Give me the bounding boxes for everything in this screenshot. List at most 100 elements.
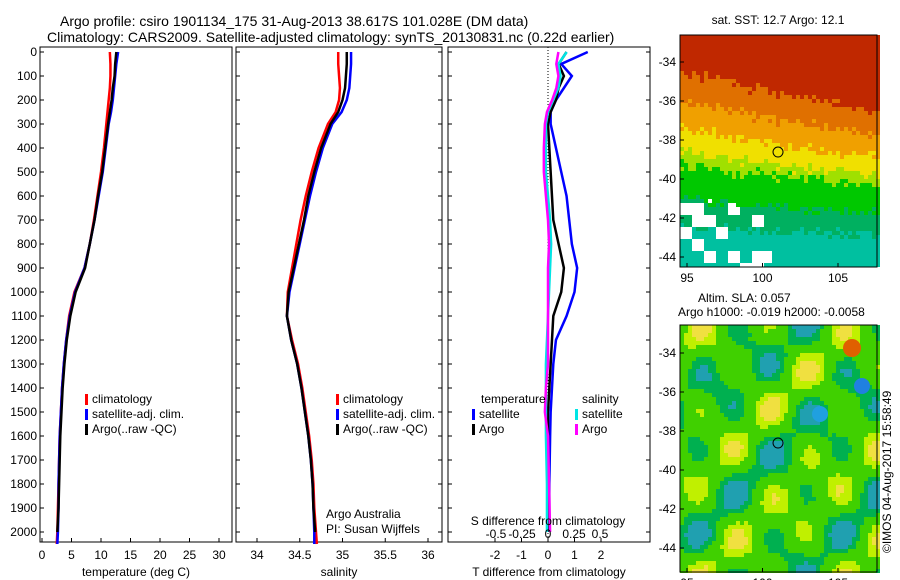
map-cell [876, 243, 880, 247]
map-cell [752, 477, 756, 481]
map-cell [808, 227, 812, 231]
map-cell [820, 425, 824, 429]
map-cell [732, 135, 736, 139]
map-cell [696, 51, 700, 55]
map-cell [760, 441, 764, 445]
map-cell [704, 51, 708, 55]
map-cell [748, 211, 752, 215]
map-cell [772, 381, 776, 385]
map-cell [700, 103, 704, 107]
map-cell [692, 409, 696, 413]
map-cell [708, 87, 712, 91]
map-cell [784, 251, 788, 255]
map-cell [688, 163, 692, 167]
map-cell [784, 449, 788, 453]
map-cell [748, 151, 752, 155]
map-cell [848, 223, 852, 227]
map-cell [760, 389, 764, 393]
map-cell [824, 251, 828, 255]
map-cell [868, 397, 872, 401]
map-cell [692, 397, 696, 401]
map-cell [744, 211, 748, 215]
map-cell [740, 393, 744, 397]
map-cell [748, 203, 752, 207]
map-cell [768, 191, 772, 195]
map-cell [816, 445, 820, 449]
map-cell [876, 255, 880, 259]
map-cell [796, 79, 800, 83]
map-cell [812, 123, 816, 127]
map-cell [736, 79, 740, 83]
map-cell [872, 235, 876, 239]
map-cell [876, 211, 880, 215]
map-cell [868, 457, 872, 461]
map-cell [748, 171, 752, 175]
map-cell [792, 345, 796, 349]
map-cell [876, 337, 880, 341]
map-cell [852, 401, 856, 405]
map-cell [860, 247, 864, 251]
map-cell [704, 381, 708, 385]
map-cell [708, 393, 712, 397]
map-cell [708, 329, 712, 333]
map-cell [688, 329, 692, 333]
map-cell [708, 401, 712, 405]
map-cell [748, 139, 752, 143]
map-cell [692, 429, 696, 433]
map-cell [692, 167, 696, 171]
map-cell [736, 397, 740, 401]
map-cell [828, 417, 832, 421]
map-cell [724, 203, 728, 207]
map-cell [684, 123, 688, 127]
map-cell [716, 453, 720, 457]
map-cell [780, 51, 784, 55]
map-cell [756, 71, 760, 75]
map-cell [752, 381, 756, 385]
map-cell [844, 79, 848, 83]
map-cell [752, 83, 756, 87]
map-cell [848, 199, 852, 203]
map-cell [784, 405, 788, 409]
map-cell [828, 365, 832, 369]
map-cell [872, 131, 876, 135]
map-cell [856, 75, 860, 79]
map-cell [728, 341, 732, 345]
map-cell [708, 445, 712, 449]
x-tick-label: 25 [183, 548, 197, 562]
map-cell [860, 345, 864, 349]
map-cell [840, 167, 844, 171]
map-cell [728, 405, 732, 409]
map-cell [728, 263, 732, 267]
map-cell [684, 401, 688, 405]
map-cell [716, 421, 720, 425]
map-cell [876, 349, 880, 353]
map-cell [748, 39, 752, 43]
map-cell [800, 179, 804, 183]
map-cell [748, 437, 752, 441]
map-cell [868, 465, 872, 469]
map-cell [772, 87, 776, 91]
map-cell [856, 155, 860, 159]
map-cell [828, 421, 832, 425]
map-cell [784, 369, 788, 373]
map-cell [708, 325, 712, 329]
map-cell [748, 183, 752, 187]
map-cell [796, 417, 800, 421]
map-cell [732, 429, 736, 433]
map-cell [680, 119, 684, 123]
map-cell [692, 401, 696, 405]
map-cell [776, 413, 780, 417]
map-cell [864, 215, 868, 219]
map-cell [872, 43, 876, 47]
map-cell [828, 325, 832, 329]
map-cell [816, 361, 820, 365]
map-cell [760, 51, 764, 55]
map-cell [848, 243, 852, 247]
map-cell [740, 433, 744, 437]
map-cell [732, 437, 736, 441]
map-cell [868, 107, 872, 111]
map-cell [772, 481, 776, 485]
map-cell [716, 337, 720, 341]
map-cell [824, 139, 828, 143]
map-cell [852, 95, 856, 99]
